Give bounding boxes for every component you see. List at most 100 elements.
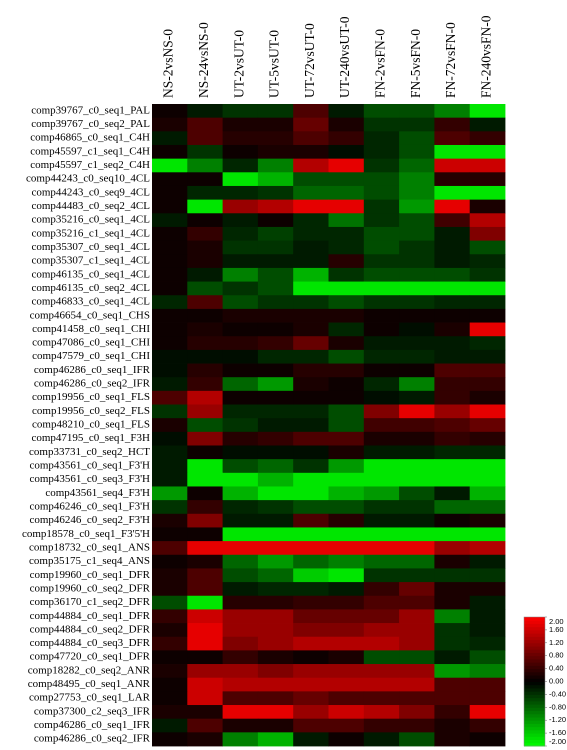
heatmap-cell (469, 500, 506, 515)
heatmap-cell (434, 117, 471, 132)
heatmap-cell (293, 705, 329, 720)
heatmap-cell (363, 131, 400, 146)
heatmap-cell (187, 377, 223, 392)
heatmap-cell (399, 226, 435, 241)
row-label: comp46135_c0_seq1_4CL (31, 268, 150, 280)
heatmap-cell (434, 636, 471, 651)
heatmap-cell (222, 295, 259, 310)
heatmap-cell (222, 349, 259, 364)
heatmap-cell (152, 459, 188, 474)
heatmap-cell (257, 390, 294, 405)
row-label: comp47720_c0_seq1_DFR (30, 651, 151, 663)
heatmap-cell (293, 104, 329, 119)
heatmap-cell (328, 623, 365, 638)
heatmap-cell (257, 527, 294, 542)
heatmap-cell (363, 349, 400, 364)
heatmap-cell (434, 650, 471, 665)
heatmap-cell (434, 445, 471, 460)
colorbar-band (524, 681, 545, 686)
heatmap-cell (293, 732, 329, 747)
heatmap-cell (434, 691, 471, 706)
heatmap-cell (399, 349, 435, 364)
heatmap-cell (257, 322, 294, 337)
heatmap-cell (187, 568, 223, 583)
heatmap-cell (363, 486, 400, 501)
heatmap-cell (293, 158, 329, 173)
heatmap-cell (328, 705, 365, 720)
heatmap-cell (293, 185, 329, 201)
heatmap-cell (399, 308, 435, 323)
heatmap-cell (222, 691, 259, 706)
heatmap-cell (152, 172, 188, 187)
heatmap-cell (469, 281, 506, 296)
heatmap-cell (363, 609, 400, 624)
heatmap-cell (257, 213, 294, 228)
row-label: comp37300_c2_seq3_IFR (34, 705, 151, 717)
heatmap-cell (469, 609, 506, 624)
row-label: comp18732_c0_seq1_ANS (29, 541, 150, 553)
heatmap-cell (363, 582, 400, 597)
heatmap-cell (434, 718, 471, 733)
heatmap-cell (187, 732, 223, 747)
heatmap-cell (152, 623, 188, 638)
heatmap-cell (187, 322, 223, 337)
heatmap-cell (434, 677, 471, 692)
heatmap-cell (222, 240, 259, 255)
heatmap-cell (152, 582, 188, 597)
heatmap-cell (152, 650, 188, 665)
colorbar-band (524, 716, 545, 721)
heatmap-cell (257, 459, 294, 474)
heatmap-cell (399, 199, 435, 214)
heatmap-cell (399, 431, 435, 446)
heatmap-cell (434, 459, 471, 474)
heatmap-cell (187, 472, 223, 487)
column-label: NS-2vsNS-0 (161, 29, 176, 98)
heatmap-cell (222, 623, 259, 638)
heatmap-cell (434, 363, 471, 378)
heatmap-cell (399, 582, 435, 597)
heatmap-cell (328, 254, 365, 269)
heatmap-cell (222, 158, 259, 173)
heatmap-cell (187, 226, 223, 241)
heatmap-cell (187, 541, 223, 556)
heatmap-cell (363, 732, 400, 747)
colorbar-band (524, 742, 545, 747)
heatmap-cell (363, 718, 400, 733)
colorbar-tick-label: 2.00 (549, 617, 564, 626)
heatmap-cell (469, 472, 506, 487)
heatmap-cell (152, 664, 188, 679)
heatmap-cell (328, 595, 365, 610)
heatmap-cell (469, 486, 506, 501)
heatmap-cell (222, 609, 259, 624)
colorbar-band (524, 675, 545, 679)
heatmap-cell (363, 377, 400, 392)
heatmap-cell (222, 500, 259, 515)
heatmap-cell (257, 691, 294, 706)
heatmap-cell (399, 732, 435, 747)
heatmap-cell (293, 431, 329, 446)
heatmap-cell (363, 199, 400, 214)
heatmap-cell (434, 226, 471, 241)
heatmap-cell (434, 541, 471, 556)
heatmap-cell (328, 582, 365, 597)
heatmap-cell (152, 500, 188, 515)
heatmap-cell (469, 131, 506, 146)
colorbar-band (524, 668, 545, 673)
heatmap-cell (469, 336, 506, 351)
heatmap-cell (257, 705, 294, 720)
heatmap-cell (469, 308, 506, 323)
heatmap-cell (293, 664, 329, 679)
heatmap-cell (293, 568, 329, 583)
heatmap-cell (187, 718, 223, 733)
heatmap-cell (222, 472, 259, 487)
heatmap-cell (152, 308, 188, 323)
colorbar-band (524, 707, 545, 712)
heatmap-cell (363, 213, 400, 228)
heatmap-cell (434, 131, 471, 146)
heatmap-cell (434, 418, 471, 433)
heatmap-cell (152, 117, 188, 132)
heatmap-cell (469, 582, 506, 597)
heatmap-cell (152, 349, 188, 364)
heatmap-cell (293, 677, 329, 692)
heatmap-cell (434, 213, 471, 228)
